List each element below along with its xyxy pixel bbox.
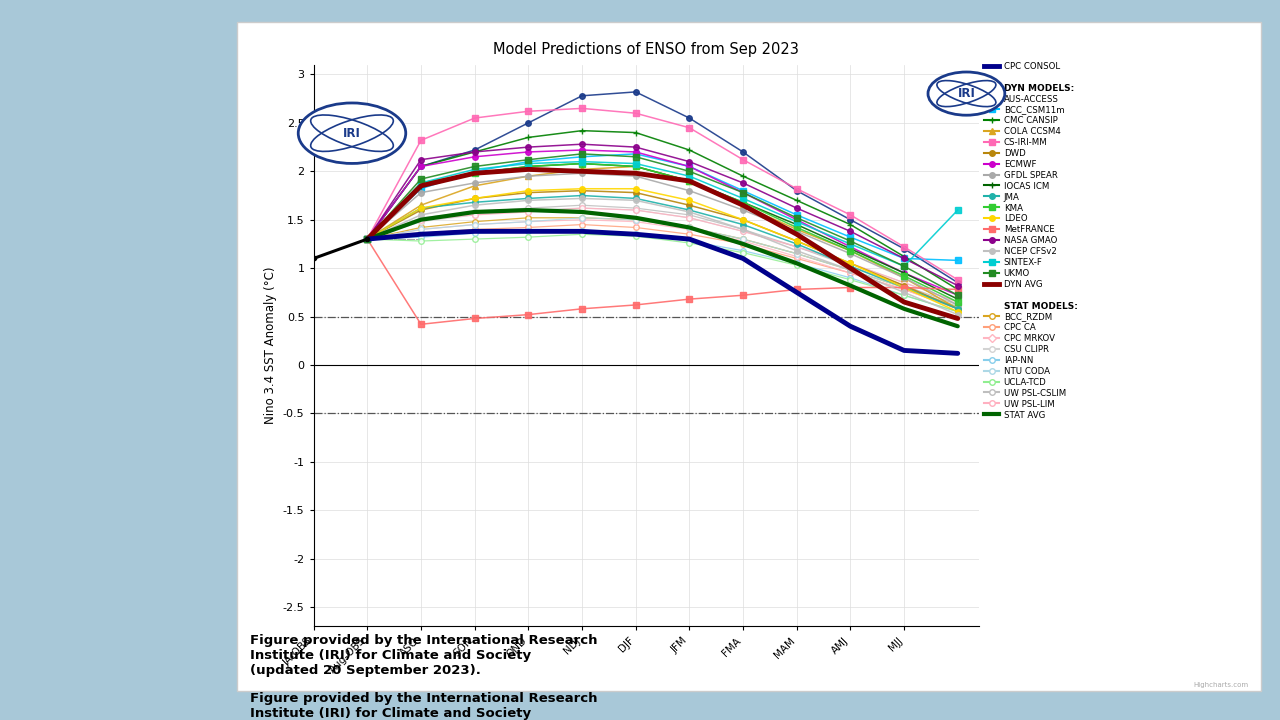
Text: Highcharts.com: Highcharts.com	[1193, 682, 1248, 688]
Text: IRI: IRI	[957, 87, 975, 100]
Text: Figure provided by the International Research
Institute (IRI) for Climate and So: Figure provided by the International Res…	[250, 692, 596, 720]
Title: Model Predictions of ENSO from Sep 2023: Model Predictions of ENSO from Sep 2023	[494, 42, 799, 57]
Y-axis label: Nino 3.4 SST Anomaly (°C): Nino 3.4 SST Anomaly (°C)	[264, 267, 278, 424]
Text: IRI: IRI	[343, 127, 361, 140]
Text: Figure provided by the International Research
Institute (IRI) for Climate and So: Figure provided by the International Res…	[250, 634, 596, 677]
Legend: CPC CONSOL, , DYN MODELS:, AUS-ACCESS, BCC_CSM11m, CMC CANSIP, COLA CCSM4, CS-IR: CPC CONSOL, , DYN MODELS:, AUS-ACCESS, B…	[984, 62, 1078, 420]
